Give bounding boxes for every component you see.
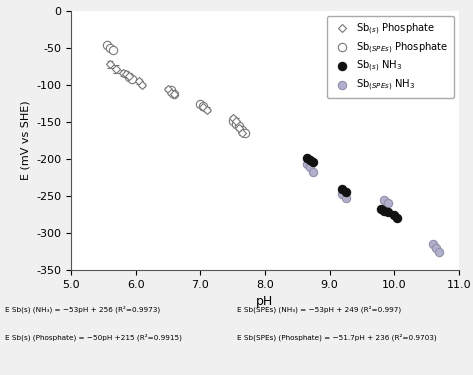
Text: E Sb(SPEs) (Phosphate) = −51.7pH + 236 (R²=0.9703): E Sb(SPEs) (Phosphate) = −51.7pH + 236 (… xyxy=(236,334,436,341)
Text: E Sb(s) (Phosphate) = −50pH +215 (R²=0.9915): E Sb(s) (Phosphate) = −50pH +215 (R²=0.9… xyxy=(5,334,182,341)
X-axis label: pH: pH xyxy=(256,295,273,308)
Y-axis label: E (mV vs SHE): E (mV vs SHE) xyxy=(20,101,31,180)
Legend: Sb$_{(s)}$ Phosphate, Sb$_{(SPEs)}$ Phosphate, Sb$_{(s)}$ NH$_3$, Sb$_{(SPEs)}$ : Sb$_{(s)}$ Phosphate, Sb$_{(SPEs)}$ Phos… xyxy=(327,16,454,98)
Text: E Sb(SPEs) (NH₃) = −53pH + 249 (R²=0.997): E Sb(SPEs) (NH₃) = −53pH + 249 (R²=0.997… xyxy=(236,306,401,313)
Text: E Sb(s) (NH₃) = −53pH + 256 (R²=0.9973): E Sb(s) (NH₃) = −53pH + 256 (R²=0.9973) xyxy=(5,306,160,313)
